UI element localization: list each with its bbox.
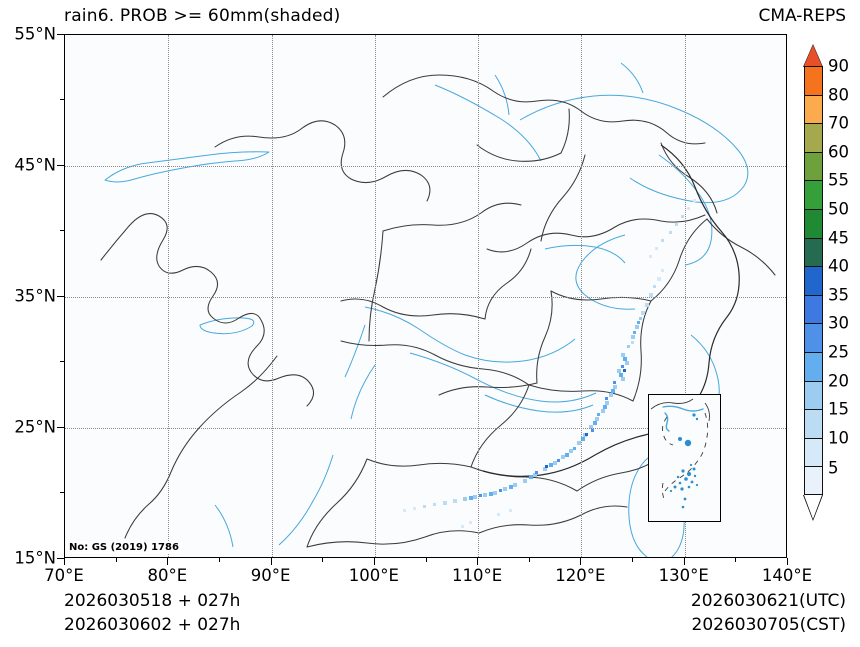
ytick-35	[57, 296, 64, 297]
ytick-label-55: 55°N	[14, 24, 56, 44]
colorbar-label-15: 15	[828, 399, 849, 419]
colorbar-band-30-35	[804, 294, 823, 324]
xtick-minor-75	[115, 558, 117, 562]
colorbar	[804, 66, 823, 495]
colorbar-band-15-20	[804, 380, 823, 410]
gridline-lat-25	[65, 428, 786, 429]
footer-left-line1: 2026030518 + 027h	[64, 591, 241, 611]
xtick-80	[167, 558, 169, 565]
map-credit: No: GS (2019) 1786	[66, 541, 182, 554]
colorbar-band-10-15	[804, 409, 823, 438]
south-china-sea-inset	[648, 394, 721, 522]
xtick-label-130: 130°E	[658, 566, 709, 585]
ytick-label-45: 45°N	[14, 155, 56, 175]
ytick-label-25: 25°N	[14, 417, 56, 437]
colorbar-label-60: 60	[828, 142, 849, 162]
gridline-lon-130	[684, 35, 686, 557]
xtick-130	[683, 558, 685, 565]
xtick-70	[64, 558, 65, 565]
colorbar-band-50-55	[804, 180, 823, 209]
colorbar-label-70: 70	[828, 113, 849, 133]
map-plot-area	[64, 34, 787, 558]
footer-left-line2: 2026030602 + 027h	[64, 615, 241, 635]
colorbar-band-80-90	[804, 66, 823, 95]
gridline-lat-45	[65, 166, 786, 167]
colorbar-band-45-50	[804, 209, 823, 238]
gridline-lat-35	[65, 297, 786, 298]
xtick-100	[373, 558, 375, 565]
inset-coastline	[650, 398, 710, 422]
colorbar-extend-top	[804, 45, 822, 66]
nine-dash-line	[661, 412, 709, 502]
xtick-label-120: 120°E	[555, 566, 606, 585]
colorbar-label-25: 25	[828, 342, 849, 362]
ytick-25	[57, 427, 64, 428]
ytick-label-15: 15°N	[14, 548, 56, 568]
colorbar-label-45: 45	[828, 228, 849, 248]
gridline-lon-100	[374, 35, 376, 557]
colorbar-band-25-30	[804, 323, 823, 352]
xtick-label-140: 140°E	[761, 566, 813, 585]
xtick-minor-115	[528, 558, 530, 562]
colorbar-label-50: 50	[828, 199, 849, 219]
colorbar-label-80: 80	[828, 85, 849, 105]
colorbar-label-90: 90	[828, 56, 849, 76]
ytick-15	[57, 558, 64, 559]
colorbar-band-20-25	[804, 352, 823, 381]
gridline-lon-120	[581, 35, 583, 557]
inset-coast-shading	[662, 405, 704, 432]
colorbar-band-40-45	[804, 237, 823, 267]
inset-geography	[650, 398, 710, 509]
probability-shading-layer	[403, 199, 696, 528]
inset-island-shading	[669, 413, 699, 509]
ytick-minor-40	[60, 230, 64, 231]
footer-right-line1: 2026030621(UTC)	[690, 591, 846, 611]
xtick-120	[580, 558, 582, 565]
map-geography	[100, 62, 776, 557]
colorbar-band-60-70	[804, 123, 823, 152]
xtick-label-100: 100°E	[348, 566, 399, 585]
colorbar-label-5: 5	[828, 458, 839, 478]
gridline-lon-110	[478, 35, 480, 557]
gridline-lon-90	[271, 35, 273, 557]
xtick-label-110: 110°E	[452, 566, 503, 585]
colorbar-label-55: 55	[828, 170, 849, 190]
colorbar-band-lowest	[804, 466, 823, 495]
colorbar-band-35-40	[804, 266, 823, 295]
xtick-minor-135	[735, 558, 737, 562]
ytick-minor-20	[60, 492, 64, 493]
colorbar-label-30: 30	[828, 313, 849, 333]
xtick-label-80: 80°E	[147, 566, 188, 585]
xtick-minor-85	[218, 558, 220, 562]
ytick-minor-50	[60, 99, 64, 100]
model-label: CMA-REPS	[758, 6, 846, 26]
ytick-45	[57, 165, 64, 166]
colorbar-label-20: 20	[828, 371, 849, 391]
page-title: rain6. PROB >= 60mm(shaded)	[64, 6, 341, 26]
xtick-minor-95	[322, 558, 324, 562]
ytick-label-35: 35°N	[14, 286, 56, 306]
coastline-layer	[482, 144, 740, 477]
ytick-minor-30	[60, 361, 64, 362]
colorbar-band-5-10	[804, 437, 823, 467]
colorbar-label-35: 35	[828, 285, 849, 305]
gridline-lon-80	[168, 35, 170, 557]
xtick-90	[270, 558, 272, 565]
map-canvas	[65, 35, 786, 557]
colorbar-band-70-80	[804, 94, 823, 124]
xtick-minor-125	[632, 558, 634, 562]
xtick-label-70: 70°E	[44, 566, 84, 585]
ytick-55	[57, 34, 64, 35]
admin-boundaries-layer	[100, 74, 776, 548]
footer-right-line2: 2026030705(CST)	[691, 615, 846, 635]
colorbar-band-55-60	[804, 151, 823, 181]
colorbar-label-40: 40	[828, 256, 849, 276]
xtick-label-90: 90°E	[250, 566, 291, 585]
colorbar-extend-bottom	[804, 495, 822, 519]
xtick-140	[787, 558, 788, 565]
colorbar-label-10: 10	[828, 428, 849, 448]
xtick-minor-105	[425, 558, 427, 562]
xtick-110	[477, 558, 479, 565]
